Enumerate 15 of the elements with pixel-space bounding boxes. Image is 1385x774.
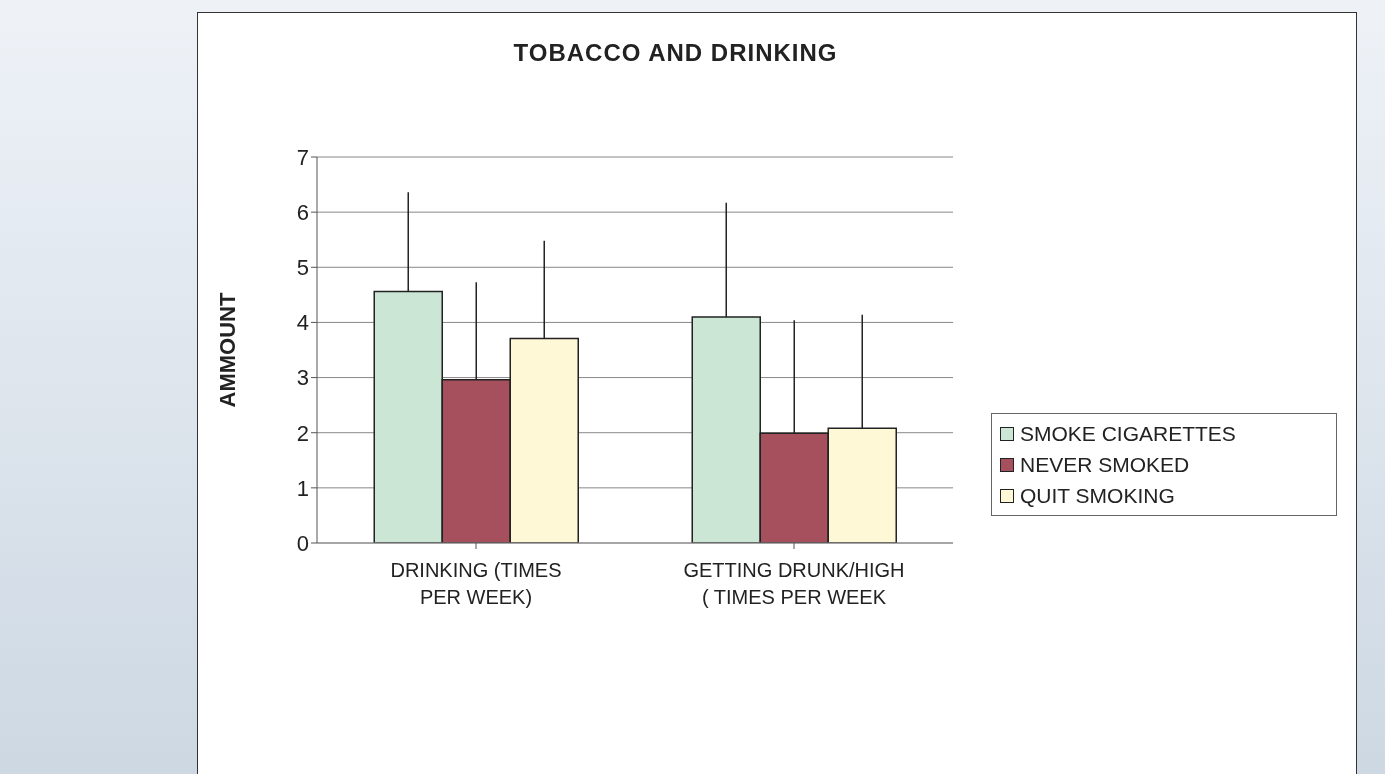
legend-label: NEVER SMOKED — [1020, 452, 1190, 477]
y-tick-label: 4 — [296, 310, 309, 336]
y-tick-label: 6 — [296, 199, 309, 225]
y-axis-title: AMMOUNT — [214, 292, 240, 408]
y-tick-label: 0 — [296, 530, 309, 556]
legend-label: SMOKE CIGARETTES — [1020, 421, 1236, 446]
y-tick-label: 2 — [296, 420, 309, 446]
y-tick-label: 5 — [296, 255, 309, 281]
y-tick-label: 1 — [296, 475, 309, 501]
chart-title: TOBACCO AND DRINKING — [512, 39, 839, 67]
y-tick-label: 7 — [296, 144, 309, 170]
x-tick-label: GETTING DRUNK/HIGH ( TIMES PER WEEK — [683, 559, 905, 608]
x-tick-label: DRINKING (TIMES PER WEEK) — [390, 559, 562, 608]
y-tick-label: 3 — [296, 365, 309, 391]
legend-label: QUIT SMOKING — [1020, 483, 1175, 508]
